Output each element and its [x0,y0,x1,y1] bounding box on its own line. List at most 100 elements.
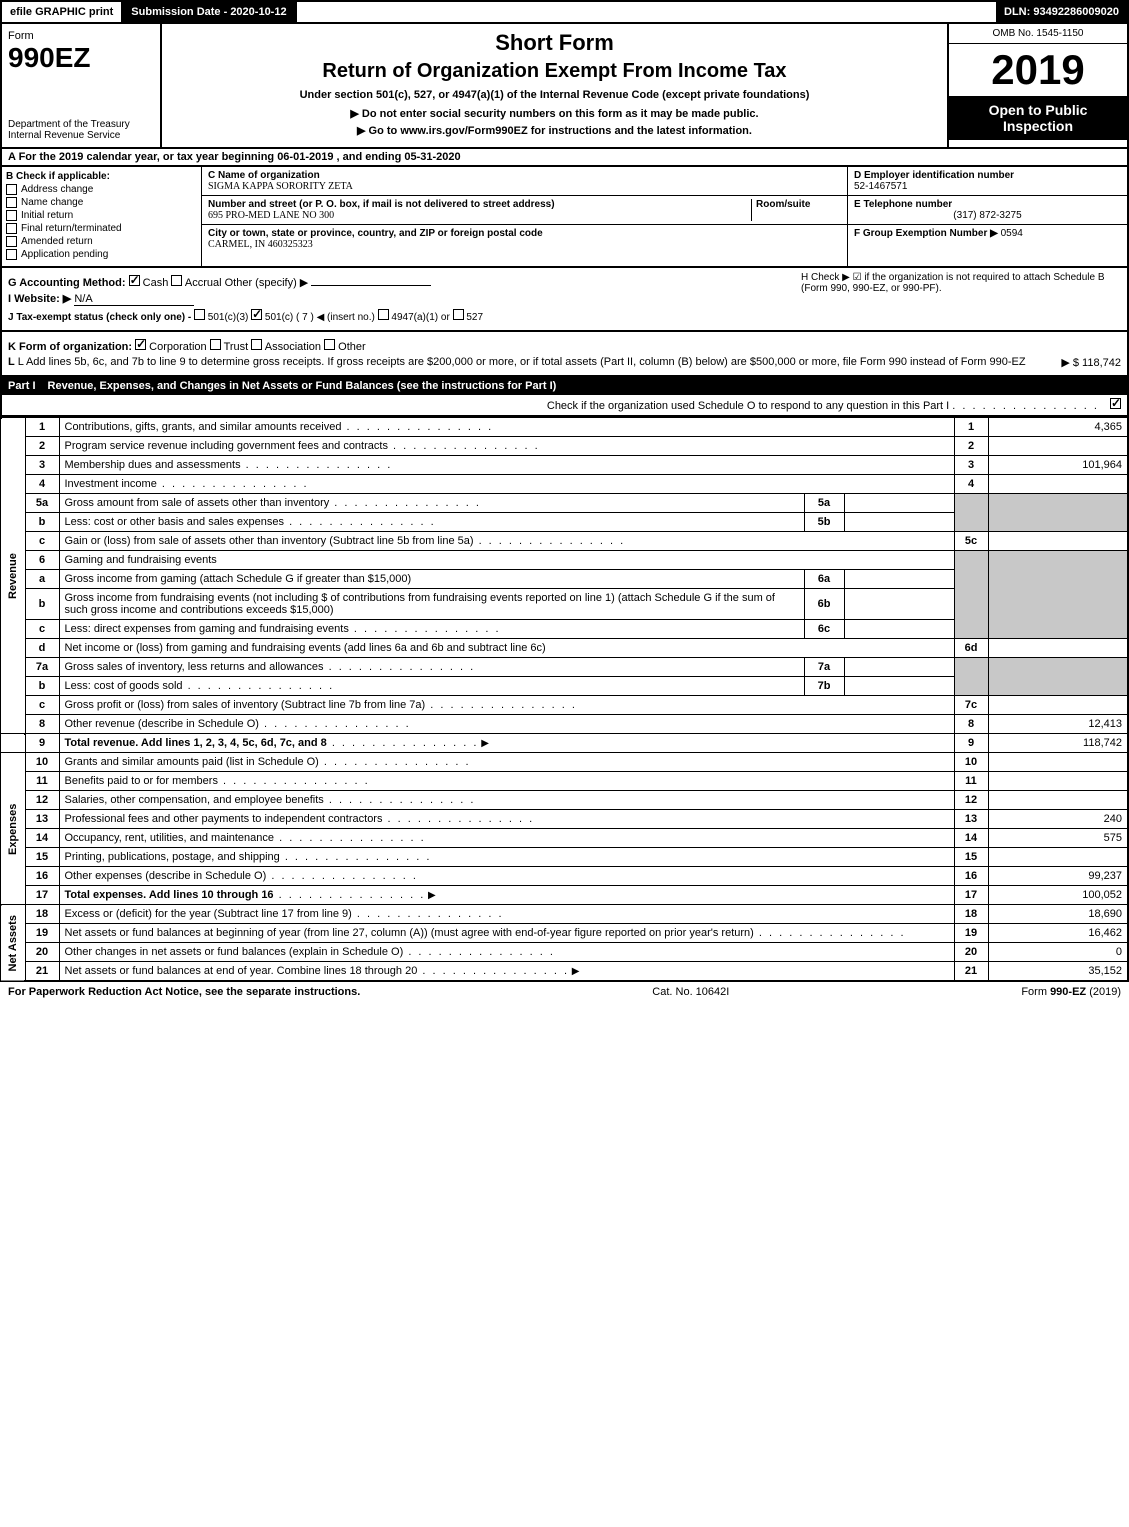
j-527-label: 527 [466,312,483,323]
box-d-e-f: D Employer identification number 52-1467… [847,167,1127,266]
g-label: G Accounting Method: [8,277,126,289]
mid-block: G Accounting Method: Cash Accrual Other … [0,268,1129,332]
chk-trust[interactable] [210,339,221,350]
l3-ref: 3 [954,456,988,475]
l5a-subnum: 5a [804,494,844,513]
line-8: 8 Other revenue (describe in Schedule O)… [1,715,1128,734]
l1-desc: Contributions, gifts, grants, and simila… [65,421,342,433]
l9-desc: Total revenue. Add lines 1, 2, 3, 4, 5c,… [65,737,327,749]
l17-amt: 100,052 [988,886,1128,905]
l7a-subnum: 7a [804,658,844,677]
l11-ref: 11 [954,772,988,791]
chk-association[interactable] [251,339,262,350]
l7ab-grey-amt [988,658,1128,696]
l19-desc: Net assets or fund balances at beginning… [65,927,754,939]
l6c-desc: Less: direct expenses from gaming and fu… [65,623,349,635]
l2-ref: 2 [954,437,988,456]
l10-num: 10 [25,753,59,772]
goto-note: ▶ Go to www.irs.gov/Form990EZ for instru… [172,124,937,137]
l13-desc: Professional fees and other payments to … [65,813,383,825]
l7b-num: b [25,677,59,696]
l5a-desc: Gross amount from sale of assets other t… [65,497,330,509]
chk-address-change-label: Address change [21,184,93,195]
chk-final-return[interactable]: Final return/terminated [6,223,197,234]
k-trust-label: Trust [224,341,249,353]
l5b-desc: Less: cost or other basis and sales expe… [65,516,285,528]
line-10: Expenses 10 Grants and similar amounts p… [1,753,1128,772]
chk-other-org[interactable] [324,339,335,350]
chk-4947[interactable] [378,309,389,320]
chk-initial-return-label: Initial return [21,210,73,221]
short-form-title: Short Form [172,30,937,56]
phone-row: E Telephone number (317) 872-3275 [848,196,1127,225]
l3-amt: 101,964 [988,456,1128,475]
l5a-num: 5a [25,494,59,513]
chk-amended-return[interactable]: Amended return [6,236,197,247]
l6b-subnum: 6b [804,589,844,620]
l-text: L Add lines 5b, 6c, and 7b to line 9 to … [18,356,1026,368]
l4-ref: 4 [954,475,988,494]
l8-ref: 8 [954,715,988,734]
dln: DLN: 93492286009020 [996,2,1127,22]
efile-label: efile GRAPHIC print [2,2,123,22]
l19-num: 19 [25,924,59,943]
chk-application-pending[interactable]: Application pending [6,249,197,260]
chk-527[interactable] [453,309,464,320]
l1-num: 1 [25,418,59,437]
l5ab-grey-amt [988,494,1128,532]
line-1: Revenue 1 Contributions, gifts, grants, … [1,418,1128,437]
page-footer: For Paperwork Reduction Act Notice, see … [0,982,1129,1002]
l6c-subnum: 6c [804,620,844,639]
l17-desc: Total expenses. Add lines 10 through 16 [65,889,274,901]
line-6: 6 Gaming and fundraising events [1,551,1128,570]
phone-value: (317) 872-3275 [854,210,1121,221]
line-18: Net Assets 18 Excess or (deficit) for th… [1,905,1128,924]
line-2: 2 Program service revenue including gove… [1,437,1128,456]
l5c-num: c [25,532,59,551]
l21-num: 21 [25,962,59,982]
l13-amt: 240 [988,810,1128,829]
l16-ref: 16 [954,867,988,886]
l6d-ref: 6d [954,639,988,658]
line-14: 14 Occupancy, rent, utilities, and maint… [1,829,1128,848]
chk-accrual[interactable] [171,275,182,286]
chk-cash[interactable] [129,275,140,286]
org-name: SIGMA KAPPA SORORITY ZETA [208,181,841,192]
l16-desc: Other expenses (describe in Schedule O) [65,870,267,882]
l10-desc: Grants and similar amounts paid (list in… [65,756,319,768]
tax-year: 2019 [949,44,1127,96]
l20-num: 20 [25,943,59,962]
l6c-subval [844,620,954,639]
line-7c: c Gross profit or (loss) from sales of i… [1,696,1128,715]
chk-name-change[interactable]: Name change [6,197,197,208]
line-9: 9 Total revenue. Add lines 1, 2, 3, 4, 5… [1,734,1128,753]
chk-501c[interactable] [251,309,262,320]
g-other-label: Other (specify) ▶ [225,277,309,289]
department: Department of the Treasury Internal Reve… [8,119,154,141]
info-block: B Check if applicable: Address change Na… [0,167,1129,268]
header-left: Form 990EZ Department of the Treasury In… [2,24,162,147]
j-501c3-label: 501(c)(3) [208,312,249,323]
l5c-desc: Gain or (loss) from sale of assets other… [65,535,474,547]
line-3: 3 Membership dues and assessments 3 101,… [1,456,1128,475]
line-5c: c Gain or (loss) from sale of assets oth… [1,532,1128,551]
g-other-input[interactable] [311,285,431,286]
subtitle: Under section 501(c), 527, or 4947(a)(1)… [172,89,937,101]
l12-desc: Salaries, other compensation, and employ… [65,794,324,806]
room-label: Room/suite [756,199,841,210]
row-h: H Check ▶ ☑ if the organization is not r… [801,272,1121,326]
form-number: 990EZ [8,42,154,74]
chk-initial-return[interactable]: Initial return [6,210,197,221]
l6b-subval [844,589,954,620]
row-k-l: K Form of organization: Corporation Trus… [0,332,1129,377]
chk-address-change[interactable]: Address change [6,184,197,195]
chk-schedule-o[interactable] [1110,398,1121,409]
line-12: 12 Salaries, other compensation, and emp… [1,791,1128,810]
l8-num: 8 [25,715,59,734]
l18-amt: 18,690 [988,905,1128,924]
chk-501c3[interactable] [194,309,205,320]
chk-corporation[interactable] [135,339,146,350]
addr-row: Number and street (or P. O. box, if mail… [202,196,847,225]
l5ab-grey [954,494,988,532]
addr-value: 695 PRO-MED LANE NO 300 [208,210,751,221]
